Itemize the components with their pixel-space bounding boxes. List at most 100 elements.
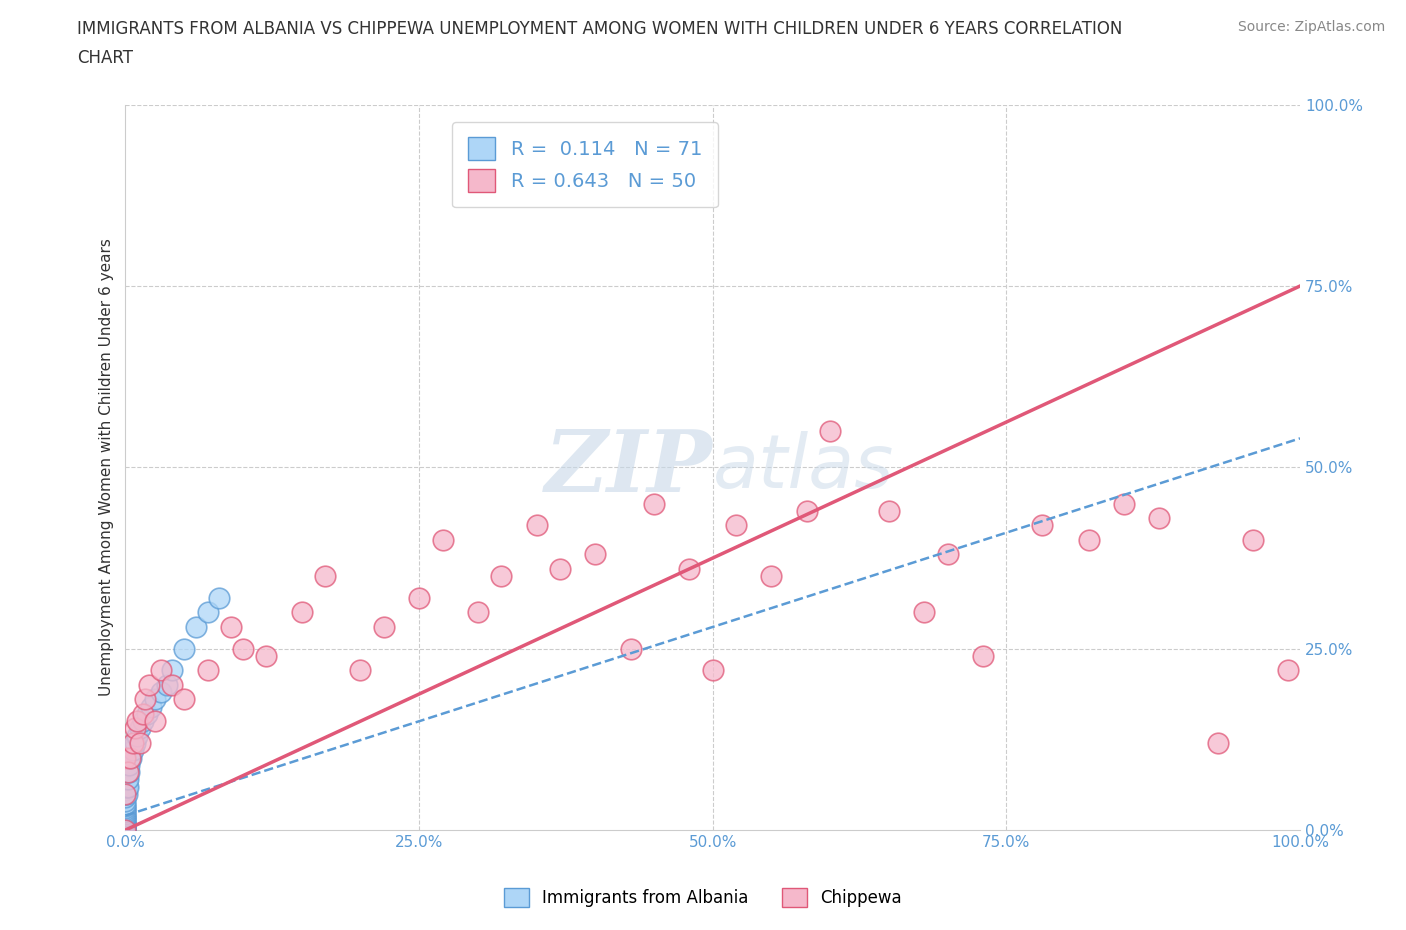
Point: [114, 804, 136, 819]
Y-axis label: Unemployment Among Women with Children Under 6 years: Unemployment Among Women with Children U…: [100, 238, 114, 697]
Point: [114, 757, 136, 772]
Point: [149, 663, 172, 678]
Point: [208, 591, 231, 605]
Point: [114, 803, 136, 817]
Point: [128, 721, 150, 736]
Point: [143, 714, 166, 729]
Point: [114, 751, 136, 765]
Point: [877, 503, 900, 518]
Legend: Immigrants from Albania, Chippewa: Immigrants from Albania, Chippewa: [494, 878, 912, 917]
Point: [114, 817, 136, 831]
Point: [184, 619, 207, 634]
Point: [120, 751, 142, 765]
Point: [491, 569, 513, 584]
Point: [114, 823, 136, 838]
Point: [114, 814, 136, 829]
Point: [117, 772, 139, 787]
Point: [678, 562, 700, 577]
Point: [132, 707, 155, 722]
Point: [114, 823, 136, 838]
Point: [114, 823, 136, 838]
Point: [972, 648, 994, 663]
Point: [114, 823, 136, 838]
Point: [173, 692, 195, 707]
Point: [114, 790, 136, 804]
Point: [118, 757, 141, 772]
Point: [114, 823, 136, 838]
Text: CHART: CHART: [77, 49, 134, 67]
Point: [118, 764, 141, 779]
Point: [124, 721, 146, 736]
Point: [114, 776, 136, 790]
Point: [619, 642, 641, 657]
Text: Source: ZipAtlas.com: Source: ZipAtlas.com: [1237, 20, 1385, 34]
Point: [114, 823, 136, 838]
Point: [135, 707, 157, 722]
Point: [796, 503, 818, 518]
Point: [114, 821, 136, 836]
Point: [1241, 533, 1264, 548]
Point: [143, 692, 166, 707]
Point: [114, 772, 136, 787]
Point: [114, 816, 136, 830]
Point: [291, 605, 314, 620]
Point: [114, 751, 136, 765]
Point: [115, 787, 138, 802]
Point: [373, 619, 395, 634]
Point: [197, 663, 219, 678]
Point: [114, 796, 136, 811]
Point: [761, 569, 783, 584]
Point: [114, 787, 136, 802]
Point: [114, 783, 136, 798]
Point: [120, 751, 142, 765]
Point: [114, 811, 136, 826]
Point: [132, 714, 155, 729]
Legend: R =  0.114   N = 71, R = 0.643   N = 50: R = 0.114 N = 71, R = 0.643 N = 50: [453, 122, 717, 207]
Point: [1077, 533, 1099, 548]
Point: [115, 779, 138, 794]
Point: [114, 823, 136, 838]
Text: ZIP: ZIP: [546, 426, 713, 509]
Point: [173, 642, 195, 657]
Point: [467, 605, 489, 620]
Point: [349, 663, 371, 678]
Point: [128, 736, 150, 751]
Point: [114, 787, 136, 802]
Point: [117, 779, 139, 794]
Point: [114, 817, 136, 832]
Point: [1031, 518, 1053, 533]
Point: [155, 678, 177, 693]
Point: [912, 605, 935, 620]
Point: [114, 816, 136, 830]
Point: [114, 823, 136, 838]
Point: [149, 684, 172, 699]
Point: [114, 809, 136, 824]
Point: [232, 642, 254, 657]
Point: [1147, 511, 1170, 525]
Point: [127, 728, 149, 743]
Point: [1112, 497, 1135, 512]
Point: [114, 823, 136, 838]
Point: [818, 424, 841, 439]
Point: [138, 678, 160, 693]
Point: [114, 818, 136, 833]
Point: [314, 569, 336, 584]
Point: [583, 547, 606, 562]
Point: [115, 772, 138, 787]
Point: [127, 714, 149, 729]
Point: [114, 813, 136, 828]
Point: [162, 678, 184, 693]
Point: [114, 823, 136, 838]
Point: [725, 518, 748, 533]
Point: [114, 823, 136, 838]
Point: [134, 692, 156, 707]
Point: [254, 648, 277, 663]
Point: [114, 806, 136, 821]
Point: [124, 736, 146, 751]
Point: [114, 823, 136, 838]
Point: [114, 820, 136, 835]
Point: [141, 699, 163, 714]
Point: [114, 808, 136, 823]
Text: IMMIGRANTS FROM ALBANIA VS CHIPPEWA UNEMPLOYMENT AMONG WOMEN WITH CHILDREN UNDER: IMMIGRANTS FROM ALBANIA VS CHIPPEWA UNEM…: [77, 20, 1123, 38]
Point: [548, 562, 571, 577]
